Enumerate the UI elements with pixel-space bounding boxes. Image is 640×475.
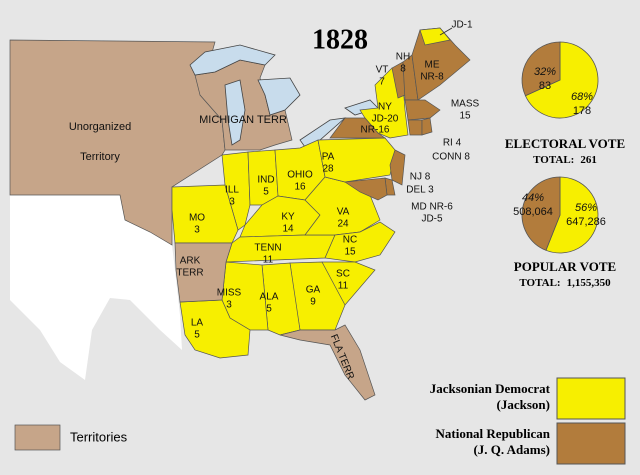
- region-label: NR-8: [420, 72, 444, 83]
- state: [389, 149, 406, 186]
- region-label: 9: [310, 297, 316, 308]
- share-label: 44%: [522, 192, 544, 204]
- region-label: 15: [344, 247, 356, 258]
- pie-title: ELECTORAL VOTE: [505, 136, 625, 151]
- region-label: 5: [266, 304, 272, 315]
- state: [421, 117, 433, 136]
- total-label: TOTAL:: [519, 277, 560, 289]
- state: [407, 119, 423, 136]
- region-label: 14: [282, 224, 294, 235]
- region-label: NC: [343, 235, 357, 246]
- region-label: MICHIGAN TERR: [199, 114, 287, 126]
- region-label: 5: [194, 330, 200, 341]
- pie-slice: [545, 176, 599, 254]
- region-label: SC: [336, 269, 350, 280]
- region-label: VA: [337, 207, 350, 218]
- region-label: MISS: [217, 288, 242, 299]
- region-label: 11: [338, 281, 349, 292]
- state: [179, 299, 251, 359]
- region-label: NR-16: [361, 125, 390, 136]
- arkansas-territory: [174, 242, 233, 303]
- region-label: IND: [257, 175, 274, 186]
- lake: [257, 77, 301, 116]
- state: [329, 117, 387, 139]
- region-label: ALA: [260, 292, 279, 303]
- pie-total: TOTAL: 261: [533, 154, 597, 166]
- region-label: 3: [194, 225, 200, 236]
- region-label: NJ 8: [410, 172, 431, 183]
- region-label: PA: [322, 152, 335, 163]
- region-label: 28: [322, 164, 334, 175]
- florida-territory: [279, 324, 376, 401]
- region-label: NH: [396, 52, 410, 63]
- lake: [189, 44, 276, 76]
- region-label: 3: [229, 197, 235, 208]
- region-label: 24: [337, 219, 349, 230]
- legend-swatch: [14, 424, 61, 451]
- region-label: JD-5: [421, 214, 443, 225]
- legend-label: Jacksonian Democrat: [430, 381, 551, 396]
- legend-label: National Republican: [436, 426, 551, 441]
- legend-sub: (J. Q. Adams): [473, 442, 550, 457]
- region-label: TERR: [176, 268, 203, 279]
- region-label: RI 4: [443, 138, 462, 149]
- region-label: TENN: [254, 243, 281, 254]
- region-label: ILL: [225, 185, 239, 196]
- region-label: 16: [294, 182, 306, 193]
- region-label: Territory: [80, 151, 120, 163]
- region-label: 8: [400, 64, 406, 75]
- legend-swatch: [556, 422, 626, 465]
- region-label: DEL 3: [406, 185, 434, 196]
- region-label: MO: [189, 213, 205, 224]
- region-label: ME: [425, 60, 440, 71]
- total-label: TOTAL:: [533, 154, 574, 166]
- value-label: 178: [573, 105, 591, 117]
- region-label: 5: [263, 187, 269, 198]
- mexico: [10, 195, 182, 380]
- pie-slice: [524, 41, 599, 119]
- legend-swatch: [556, 377, 626, 420]
- region-label: MD NR-6: [411, 202, 453, 213]
- region-label: OHIO: [287, 170, 313, 181]
- pie-slice: [521, 41, 561, 97]
- region-label: 7: [379, 77, 385, 88]
- share-label: 68%: [571, 91, 593, 103]
- state: [419, 27, 451, 46]
- total-value: 1,155,350: [567, 277, 612, 289]
- pie-total: TOTAL: 1,155,350: [519, 277, 611, 289]
- value-label: 508,064: [513, 206, 553, 218]
- region-label: CONN 8: [432, 152, 470, 163]
- state: [404, 99, 441, 121]
- pie-slice: [521, 176, 561, 251]
- leader-line: [439, 27, 453, 36]
- share-label: 32%: [534, 66, 556, 78]
- region-label: VT: [376, 65, 389, 76]
- share-label: 56%: [575, 202, 597, 214]
- state: [343, 177, 388, 201]
- region-label: NY: [378, 102, 392, 113]
- title: 1828: [312, 24, 368, 55]
- legend-sub: (Jackson): [497, 397, 550, 412]
- region-label: 11: [263, 255, 274, 266]
- region-label: KY: [281, 212, 295, 223]
- region-label: 3: [226, 300, 232, 311]
- region-label: ARK: [180, 256, 201, 267]
- region-label: JD-20: [372, 114, 399, 125]
- region-label: JD-1: [451, 20, 473, 31]
- total-value: 261: [580, 154, 597, 166]
- region-label: 15: [459, 111, 471, 122]
- region-label: GA: [306, 285, 321, 296]
- region-label: LA: [191, 318, 204, 329]
- legend-label: Territories: [70, 429, 128, 444]
- lake: [224, 79, 246, 146]
- value-label: 647,286: [566, 216, 606, 228]
- state: [324, 221, 396, 263]
- region-label: MASS: [451, 99, 480, 110]
- region-label: Unorganized: [69, 121, 131, 133]
- value-label: 83: [539, 80, 551, 92]
- pie-title: POPULAR VOTE: [514, 259, 616, 274]
